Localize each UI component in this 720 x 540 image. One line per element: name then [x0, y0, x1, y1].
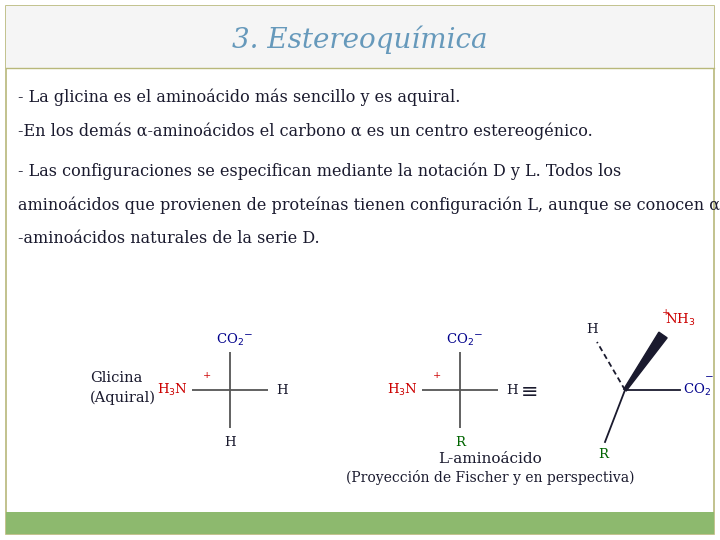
Text: CO$_2$: CO$_2$: [216, 332, 244, 348]
Text: CO$_2$: CO$_2$: [683, 382, 711, 398]
Text: H$_3$N: H$_3$N: [157, 382, 188, 398]
Text: H$_3$N: H$_3$N: [387, 382, 418, 398]
Text: - La glicina es el aminoácido más sencillo y es aquiral.: - La glicina es el aminoácido más sencil…: [18, 88, 460, 105]
Text: +: +: [433, 371, 441, 380]
Text: −: −: [705, 373, 714, 382]
Bar: [6, 6, 714, 68]
Text: H: H: [586, 323, 598, 336]
Text: H: H: [276, 383, 287, 396]
Text: +: +: [203, 371, 211, 380]
Text: -En los demás α-aminoácidos el carbono α es un centro estereogénico.: -En los demás α-aminoácidos el carbono α…: [18, 122, 593, 139]
Text: aminoácidos que provienen de proteínas tienen configuración L, aunque se conocen: aminoácidos que provienen de proteínas t…: [18, 196, 720, 213]
Text: (Aquiral): (Aquiral): [90, 391, 156, 405]
Text: CO$_2$: CO$_2$: [446, 332, 474, 348]
Text: (Proyección de Fischer y en perspectiva): (Proyección de Fischer y en perspectiva): [346, 470, 634, 485]
Text: R: R: [598, 448, 608, 461]
Bar: [6, 512, 714, 534]
Text: H: H: [506, 383, 518, 396]
Text: −: −: [474, 331, 482, 340]
Text: +: +: [662, 308, 670, 317]
Text: H: H: [224, 436, 236, 449]
Text: −: −: [244, 331, 253, 340]
Text: NH$_3$: NH$_3$: [665, 312, 696, 328]
Text: -aminoácidos naturales de la serie D.: -aminoácidos naturales de la serie D.: [18, 230, 320, 247]
Polygon shape: [624, 332, 667, 391]
Text: Glicina: Glicina: [90, 371, 143, 385]
Text: - Las configuraciones se especifican mediante la notación D y L. Todos los: - Las configuraciones se especifican med…: [18, 162, 621, 179]
Text: L-aminoácido: L-aminoácido: [438, 452, 542, 466]
Text: ≡: ≡: [521, 382, 539, 402]
Text: R: R: [455, 436, 465, 449]
Text: 3. Estereoquímica: 3. Estereoquímica: [233, 26, 487, 54]
